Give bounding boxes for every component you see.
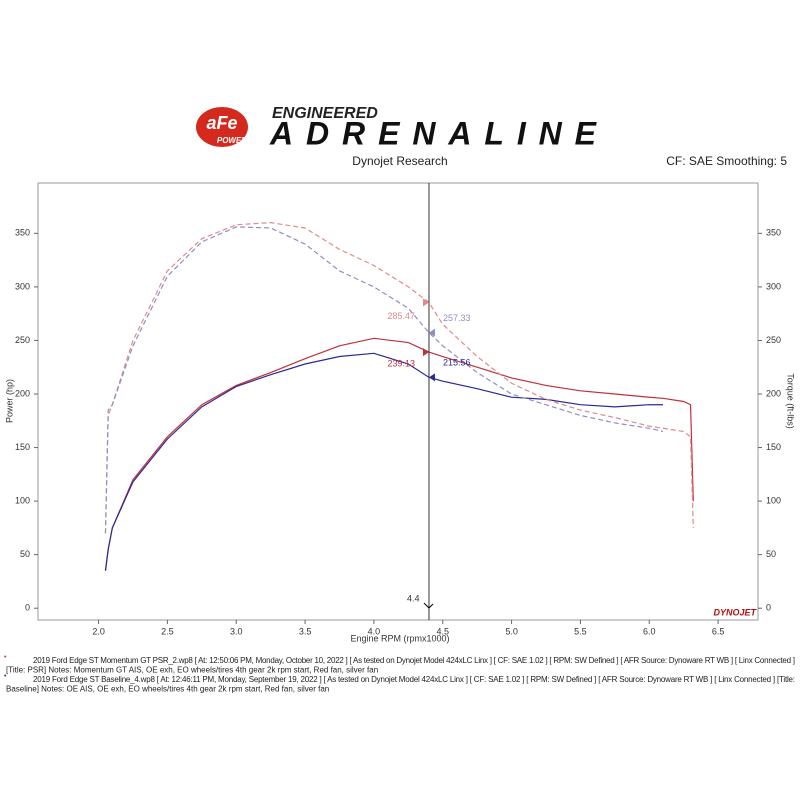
logo: aFe — [206, 113, 237, 133]
x-tick-label: 2.5 — [161, 626, 174, 636]
readout-arrow — [428, 373, 435, 382]
y-tick-label: 200 — [15, 388, 30, 398]
y2-tick-label: 250 — [766, 335, 781, 345]
readout-arrow — [422, 348, 429, 357]
x-tick-label: 5.0 — [505, 626, 518, 636]
logo-badge — [196, 107, 248, 147]
note-line: 2019 Ford Edge ST Momentum GT PSR_2.wp8 … — [33, 656, 795, 665]
y-tick-label: 100 — [15, 495, 30, 505]
y2-tick-label: 350 — [766, 228, 781, 238]
x-tick-label: 2.0 — [92, 626, 105, 636]
note-line: Baseline] Notes: OE AIS, OE exh, EO whee… — [6, 685, 329, 694]
readout-label: 239.13 — [387, 358, 415, 368]
tagline: ENGINEERED — [272, 105, 378, 122]
readout-label: 215.56 — [443, 358, 471, 368]
note-line: 2019 Ford Edge ST Baseline_4.wp8 [ At: 1… — [33, 675, 795, 684]
readout-label: 285.47 — [387, 311, 415, 321]
y-tick-label: 250 — [15, 335, 30, 345]
cursor-marker — [423, 602, 434, 609]
x-tick-label: 4.5 — [436, 626, 449, 636]
readout-arrow — [428, 328, 435, 337]
y-tick-label: 350 — [15, 228, 30, 238]
y2-tick-label: 0 — [766, 603, 771, 613]
y-tick-label: 50 — [20, 549, 30, 559]
cursor-label: 4.4 — [407, 593, 420, 603]
readout-arrow — [422, 298, 429, 307]
watermark: DYNOJET — [713, 607, 757, 617]
y-axis-title: Power (hp) — [4, 379, 14, 423]
y2-tick-label: 150 — [766, 442, 781, 452]
power-line — [104, 337, 694, 571]
headline: ADRENALINE — [269, 115, 598, 151]
x-tick-label: 5.5 — [574, 626, 587, 636]
x-tick-label: 4.0 — [368, 626, 381, 636]
readout-label: 257.33 — [443, 313, 471, 323]
y2-tick-label: 300 — [766, 281, 781, 291]
plot-frame — [37, 182, 759, 621]
note-line: [Title: PSR] Notes: Momentum GT AIS, OE … — [6, 666, 378, 675]
note-bullet: • — [4, 654, 7, 661]
note-bullet: • — [4, 673, 7, 680]
y2-axis-title: Torque (ft-lbs) — [786, 373, 796, 429]
y2-tick-label: 100 — [766, 495, 781, 505]
y-tick-label: 150 — [15, 442, 30, 452]
y2-tick-label: 50 — [766, 549, 776, 559]
x-tick-label: 3.5 — [299, 626, 312, 636]
chart-subtitle: CF: SAE Smoothing: 5 — [666, 154, 787, 168]
y-tick-label: 0 — [25, 603, 30, 613]
logo-sub: POWER — [217, 136, 247, 145]
y-tick-label: 300 — [15, 281, 30, 291]
x-tick-label: 3.0 — [230, 626, 243, 636]
x-tick-label: 6.0 — [643, 626, 656, 636]
x-axis-title: Engine RPM (rpmx1000) — [350, 633, 449, 643]
torque-line — [104, 222, 694, 534]
torque-line — [104, 226, 664, 534]
chart-title: Dynojet Research — [352, 154, 447, 168]
y2-tick-label: 200 — [766, 388, 781, 398]
x-tick-label: 6.5 — [712, 626, 725, 636]
power-line — [104, 352, 664, 571]
